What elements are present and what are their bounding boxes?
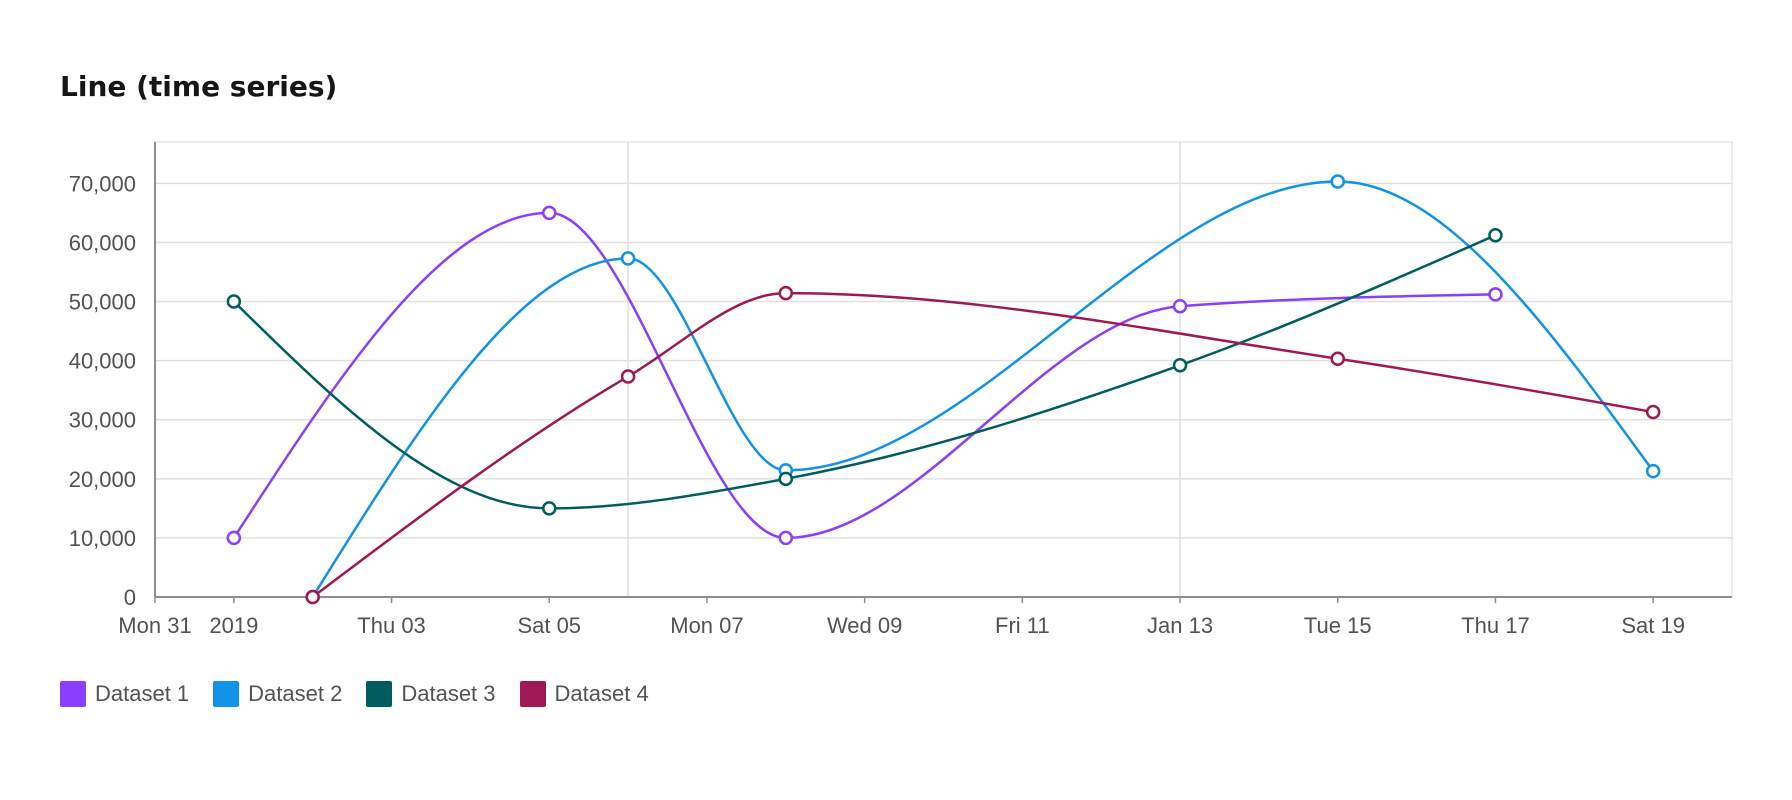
data-point-dataset-4[interactable] bbox=[620, 369, 636, 384]
series-line-dataset-3 bbox=[232, 234, 1496, 510]
legend-label: Dataset 3 bbox=[401, 681, 496, 706]
legend: Dataset 1 Dataset 2 Dataset 3 Dataset 4 bbox=[60, 681, 649, 707]
data-point-dataset-1[interactable] bbox=[778, 530, 794, 546]
x-tick-label: Fri 11 bbox=[995, 613, 1050, 638]
data-point-dataset-4[interactable] bbox=[305, 589, 320, 605]
y-tick-label: 70,000 bbox=[69, 171, 136, 196]
data-point-dataset-3[interactable] bbox=[542, 501, 557, 516]
x-tick-label: Jan 13 bbox=[1147, 613, 1213, 638]
legend-swatch bbox=[60, 681, 86, 707]
x-tick-label: 2019 bbox=[209, 613, 258, 638]
x-tick-label: Sat 05 bbox=[517, 613, 581, 638]
data-point-dataset-4[interactable] bbox=[778, 285, 794, 301]
x-tick-label: Thu 03 bbox=[357, 613, 426, 638]
legend-item-dataset-4[interactable]: Dataset 4 bbox=[519, 681, 649, 707]
data-point-dataset-3[interactable] bbox=[1172, 358, 1188, 373]
y-tick-label: 20,000 bbox=[69, 467, 136, 492]
legend-label: Dataset 1 bbox=[95, 681, 190, 706]
legend-swatch bbox=[519, 681, 546, 707]
x-tick-label: Tue 15 bbox=[1304, 613, 1372, 638]
y-tick-label: 30,000 bbox=[69, 408, 136, 433]
legend-label: Dataset 4 bbox=[554, 681, 649, 706]
legend-item-dataset-3[interactable]: Dataset 3 bbox=[366, 681, 496, 707]
y-tick-label: 0 bbox=[124, 585, 136, 610]
data-point-dataset-1[interactable] bbox=[1172, 298, 1188, 314]
grid bbox=[154, 141, 1733, 598]
x-tick-label: Sat 19 bbox=[1621, 613, 1685, 638]
data-point-dataset-1[interactable] bbox=[226, 530, 242, 546]
series-group bbox=[232, 180, 1655, 598]
data-point-dataset-3[interactable] bbox=[1488, 228, 1503, 243]
data-point-dataset-3[interactable] bbox=[778, 471, 794, 487]
data-point-dataset-2[interactable] bbox=[1330, 174, 1345, 189]
data-point-dataset-4[interactable] bbox=[1330, 351, 1345, 366]
series-line-dataset-4 bbox=[311, 291, 1654, 598]
y-tick-label: 10,000 bbox=[69, 526, 136, 551]
x-tick-label: Mon 07 bbox=[670, 613, 743, 638]
points-group[interactable] bbox=[226, 174, 1661, 605]
legend-swatch bbox=[213, 681, 240, 707]
series-line-dataset-2 bbox=[311, 180, 1655, 598]
y-tick-label: 40,000 bbox=[69, 349, 136, 374]
series-line-dataset-1 bbox=[232, 211, 1496, 540]
axes: 0 10,000 20,000 30,000 40,000 50,000 60,000 70,… bbox=[69, 142, 1732, 638]
legend-swatch bbox=[366, 681, 393, 707]
plot-area bbox=[154, 141, 1733, 598]
x-tick-label: Wed 09 bbox=[827, 613, 902, 638]
y-tick-label: 60,000 bbox=[69, 230, 136, 255]
chart-title: Line (time series) bbox=[60, 70, 338, 103]
x-tick-label: Thu 17 bbox=[1461, 613, 1530, 638]
legend-label: Dataset 2 bbox=[248, 681, 343, 706]
y-tick-label: 50,000 bbox=[69, 290, 136, 315]
legend-item-dataset-1[interactable]: Dataset 1 bbox=[60, 681, 189, 707]
data-point-dataset-3[interactable] bbox=[226, 294, 242, 309]
legend-item-dataset-2[interactable]: Dataset 2 bbox=[213, 681, 342, 707]
data-point-dataset-4[interactable] bbox=[1645, 404, 1661, 420]
data-point-dataset-2[interactable] bbox=[620, 251, 636, 266]
data-point-dataset-2[interactable] bbox=[1645, 463, 1661, 479]
data-point-dataset-1[interactable] bbox=[542, 205, 557, 221]
data-point-dataset-1[interactable] bbox=[1488, 287, 1503, 302]
x-tick-label: Mon 31 bbox=[118, 613, 191, 638]
